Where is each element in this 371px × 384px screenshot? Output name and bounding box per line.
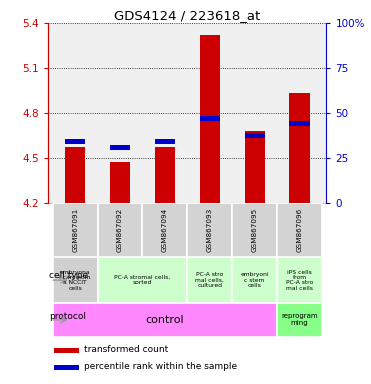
Bar [289,121,310,126]
Text: GSM867092: GSM867092 [117,208,123,252]
Text: embryoni
c stem
cells: embryoni c stem cells [240,272,269,288]
Bar [110,145,130,150]
Text: GSM867096: GSM867096 [296,208,303,252]
Text: GSM867095: GSM867095 [252,208,258,252]
Text: protocol: protocol [49,312,86,321]
Bar [65,147,85,203]
Bar [53,257,98,303]
Text: PC-A stro
mal cells,
cultured: PC-A stro mal cells, cultured [196,272,224,288]
Bar [232,203,277,257]
Text: GSM867093: GSM867093 [207,208,213,252]
Text: iPS cells
from
PC-A stro
mal cells: iPS cells from PC-A stro mal cells [286,270,313,291]
Text: transformed count: transformed count [85,345,169,354]
Title: GDS4124 / 223618_at: GDS4124 / 223618_at [114,9,260,22]
Bar [142,203,187,257]
Text: percentile rank within the sample: percentile rank within the sample [85,362,237,371]
Bar [53,203,98,257]
Bar [98,257,187,303]
Text: control: control [145,315,184,325]
Bar [277,203,322,257]
Bar [65,139,85,144]
Bar [110,162,130,203]
Bar [98,203,142,257]
Bar [244,131,265,203]
Bar [244,132,265,138]
Text: reprogram
ming: reprogram ming [281,313,318,326]
Bar [54,348,79,353]
Bar [54,365,79,370]
Bar [277,257,322,303]
Bar [187,257,232,303]
Text: cell type: cell type [49,271,88,280]
Bar [187,203,232,257]
Text: embryona
l carcinom
a NCCIT
cells: embryona l carcinom a NCCIT cells [59,270,91,291]
Bar [277,303,322,336]
Bar [200,116,220,121]
Text: GSM867091: GSM867091 [72,208,78,252]
Bar [155,147,175,203]
Bar [200,35,220,203]
Bar [289,93,310,203]
Bar [232,257,277,303]
Bar [155,139,175,144]
Text: GSM867094: GSM867094 [162,208,168,252]
Bar [53,303,277,336]
Text: PC-A stromal cells,
sorted: PC-A stromal cells, sorted [114,275,171,285]
